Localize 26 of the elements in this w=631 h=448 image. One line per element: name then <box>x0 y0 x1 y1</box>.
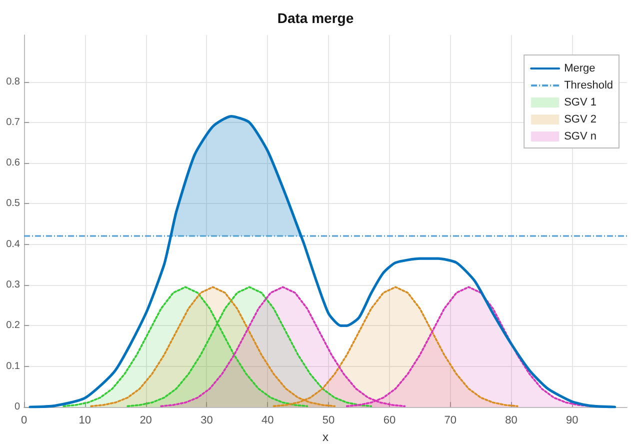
line-series <box>28 115 616 408</box>
x-tick-label: 60 <box>383 414 396 426</box>
y-tick-label: 0.2 <box>6 320 20 332</box>
y-tick-label: 0.4 <box>6 238 20 250</box>
legend-label: SGV 2 <box>564 114 596 126</box>
x-tick-label: 20 <box>140 414 152 426</box>
x-tick-label: 70 <box>444 414 456 426</box>
legend-label: Threshold <box>564 80 614 92</box>
y-tick-label: 0.7 <box>6 116 20 128</box>
x-tick-label: 10 <box>78 414 92 426</box>
legend-label: Merge <box>564 62 596 74</box>
y-tick-label: 0 <box>14 402 20 412</box>
x-axis-title: x <box>322 430 328 444</box>
x-tick-label: 90 <box>566 414 578 426</box>
legend-label: SGV 1 <box>564 96 596 108</box>
x-tick-label: 30 <box>200 414 213 426</box>
y-tick-label: 0.3 <box>6 280 20 291</box>
y-tick-label: 0.8 <box>6 76 20 88</box>
x-tick-label: 40 <box>262 414 274 426</box>
x-tick-label: 80 <box>505 414 518 426</box>
legend-label: SGV n <box>564 130 596 142</box>
y-tick-label: 0.6 <box>6 158 20 169</box>
x-tick-label: 50 <box>322 414 335 426</box>
y-tick-label: 0.5 <box>6 198 20 210</box>
y-tick-label: 0.1 <box>6 360 20 372</box>
chart-title: Data merge <box>277 10 354 26</box>
